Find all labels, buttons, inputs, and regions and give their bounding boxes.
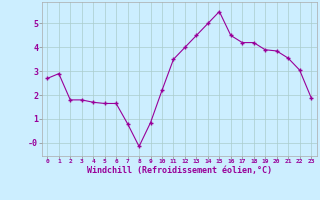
X-axis label: Windchill (Refroidissement éolien,°C): Windchill (Refroidissement éolien,°C)	[87, 166, 272, 175]
